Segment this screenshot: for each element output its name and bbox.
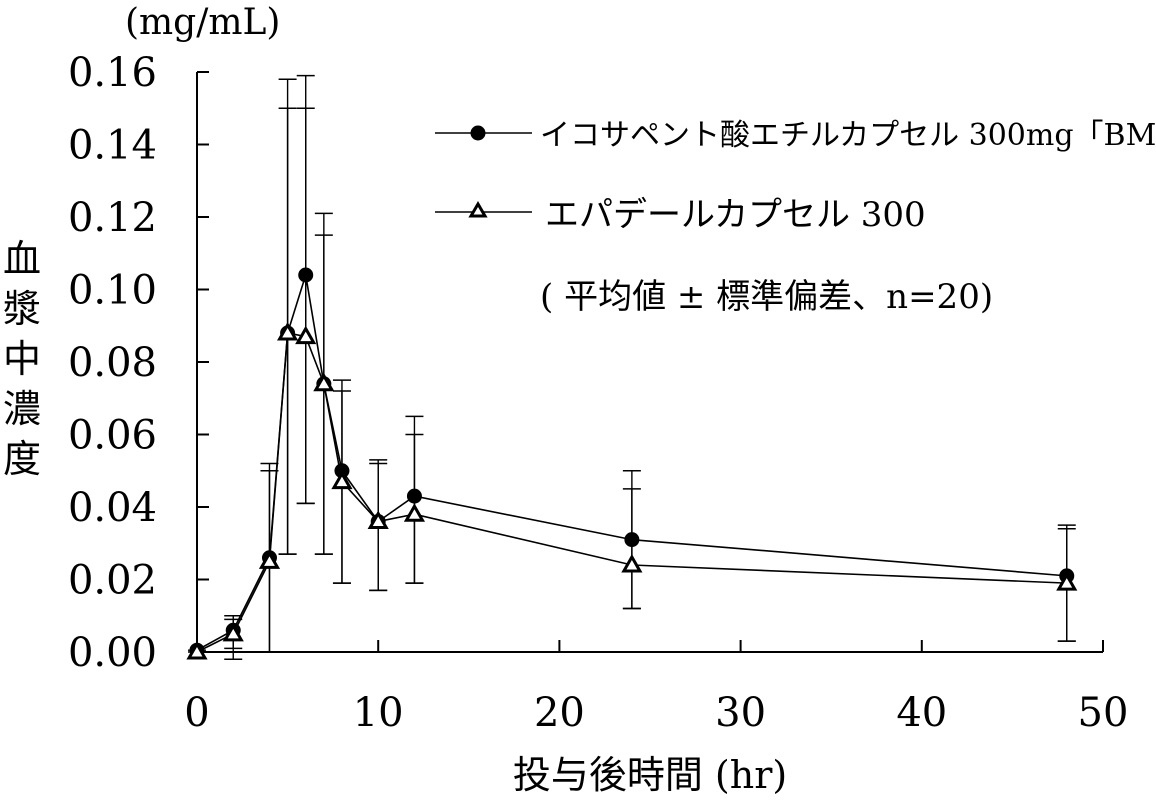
y-tick-label: 0.14 [68,123,157,169]
x-tick-label: 40 [896,690,947,736]
error-bars-series-2 [224,107,1076,660]
x-axis-label: 投与後時間 (hr) [513,753,787,797]
legend: イコサペント酸エチルカプセル 300mg「BMD」 エパデールカプセル 300 … [435,118,1156,317]
legend-label-series-1: イコサペント酸エチルカプセル 300mg「BMD」 [540,118,1156,153]
unit-label: (mg/mL) [125,2,280,43]
y-tick-label: 0.10 [68,268,157,314]
data-point [222,622,244,642]
data-point [186,640,208,660]
data-point [624,532,640,548]
data-point [298,267,314,283]
x-axis-ticks: 0 10 20 30 40 50 [184,640,1128,736]
x-tick-label: 10 [353,690,404,736]
x-tick-label: 50 [1078,690,1129,736]
y-tick-label: 0.04 [68,485,157,531]
data-point [621,553,643,573]
y-tick-label: 0.08 [68,340,157,386]
legend-note: ( 平均値 ± 標準偏差、n=20) [540,277,993,317]
legend-label-series-2: エパデールカプセル 300 [545,195,926,235]
data-point [295,325,317,345]
data-point [313,372,335,392]
data-point [1056,572,1078,591]
y-tick-label: 0.06 [68,413,157,459]
data-point [403,503,426,522]
y-axis-ticks: 0.00 0.02 0.04 0.06 0.08 0.10 0.12 0.14 0.16 [68,50,209,676]
data-point [367,510,389,529]
y-axis-label: 血漿中濃度 [3,237,41,481]
y-tick-label: 0.16 [68,50,157,96]
data-point [277,321,299,341]
markers-series-2 [186,321,1078,660]
x-tick-label: 0 [184,690,209,736]
y-tick-label: 0.12 [68,195,157,241]
y-tick-label: 0.00 [68,630,157,676]
legend-marker-series-1 [470,125,486,141]
y-tick-label: 0.02 [68,558,157,604]
x-tick-label: 20 [534,690,585,736]
x-tick-label: 30 [715,690,766,736]
plot-area [186,74,1078,660]
legend-marker-series-2 [468,201,488,218]
data-point [258,550,281,569]
data-point [331,470,353,490]
data-point [406,488,422,504]
